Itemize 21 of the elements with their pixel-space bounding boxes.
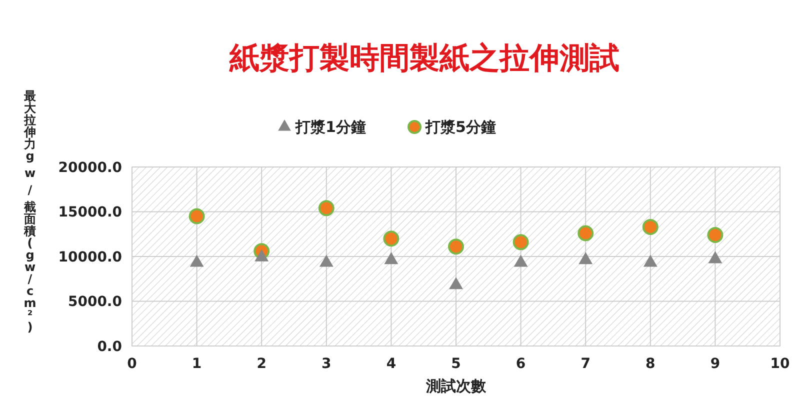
x-tick-label: 6 <box>516 356 526 372</box>
x-tick-label: 1 <box>192 356 202 372</box>
chart-title: 紙漿打製時間製紙之拉伸測試 <box>228 41 620 76</box>
x-tick-label: 5 <box>451 356 461 372</box>
x-tick-label: 3 <box>322 356 332 372</box>
x-axis-title: 測試次數 <box>425 377 487 395</box>
y-tick-label: 15000.0 <box>58 204 122 221</box>
legend-label: 打漿5分鐘 <box>424 118 496 136</box>
x-tick-label: 9 <box>710 356 720 372</box>
x-tick-label: 7 <box>580 356 590 372</box>
legend-label: 打漿1分鐘 <box>294 118 366 136</box>
y-tick-label: 0.0 <box>97 338 122 355</box>
x-tick-label: 0 <box>127 356 138 372</box>
y-tick-label: 20000.0 <box>58 160 122 176</box>
x-tick-label: 10 <box>770 356 790 372</box>
y-tick-label: 5000.0 <box>68 294 122 310</box>
x-tick-label: 8 <box>646 356 656 372</box>
text: 最大拉伸力g w / 截面積(gw/cm²) <box>24 89 36 334</box>
x-tick-label: 4 <box>386 356 396 372</box>
y-tick-label: 10000.0 <box>58 249 122 266</box>
x-tick-label: 2 <box>256 356 266 372</box>
